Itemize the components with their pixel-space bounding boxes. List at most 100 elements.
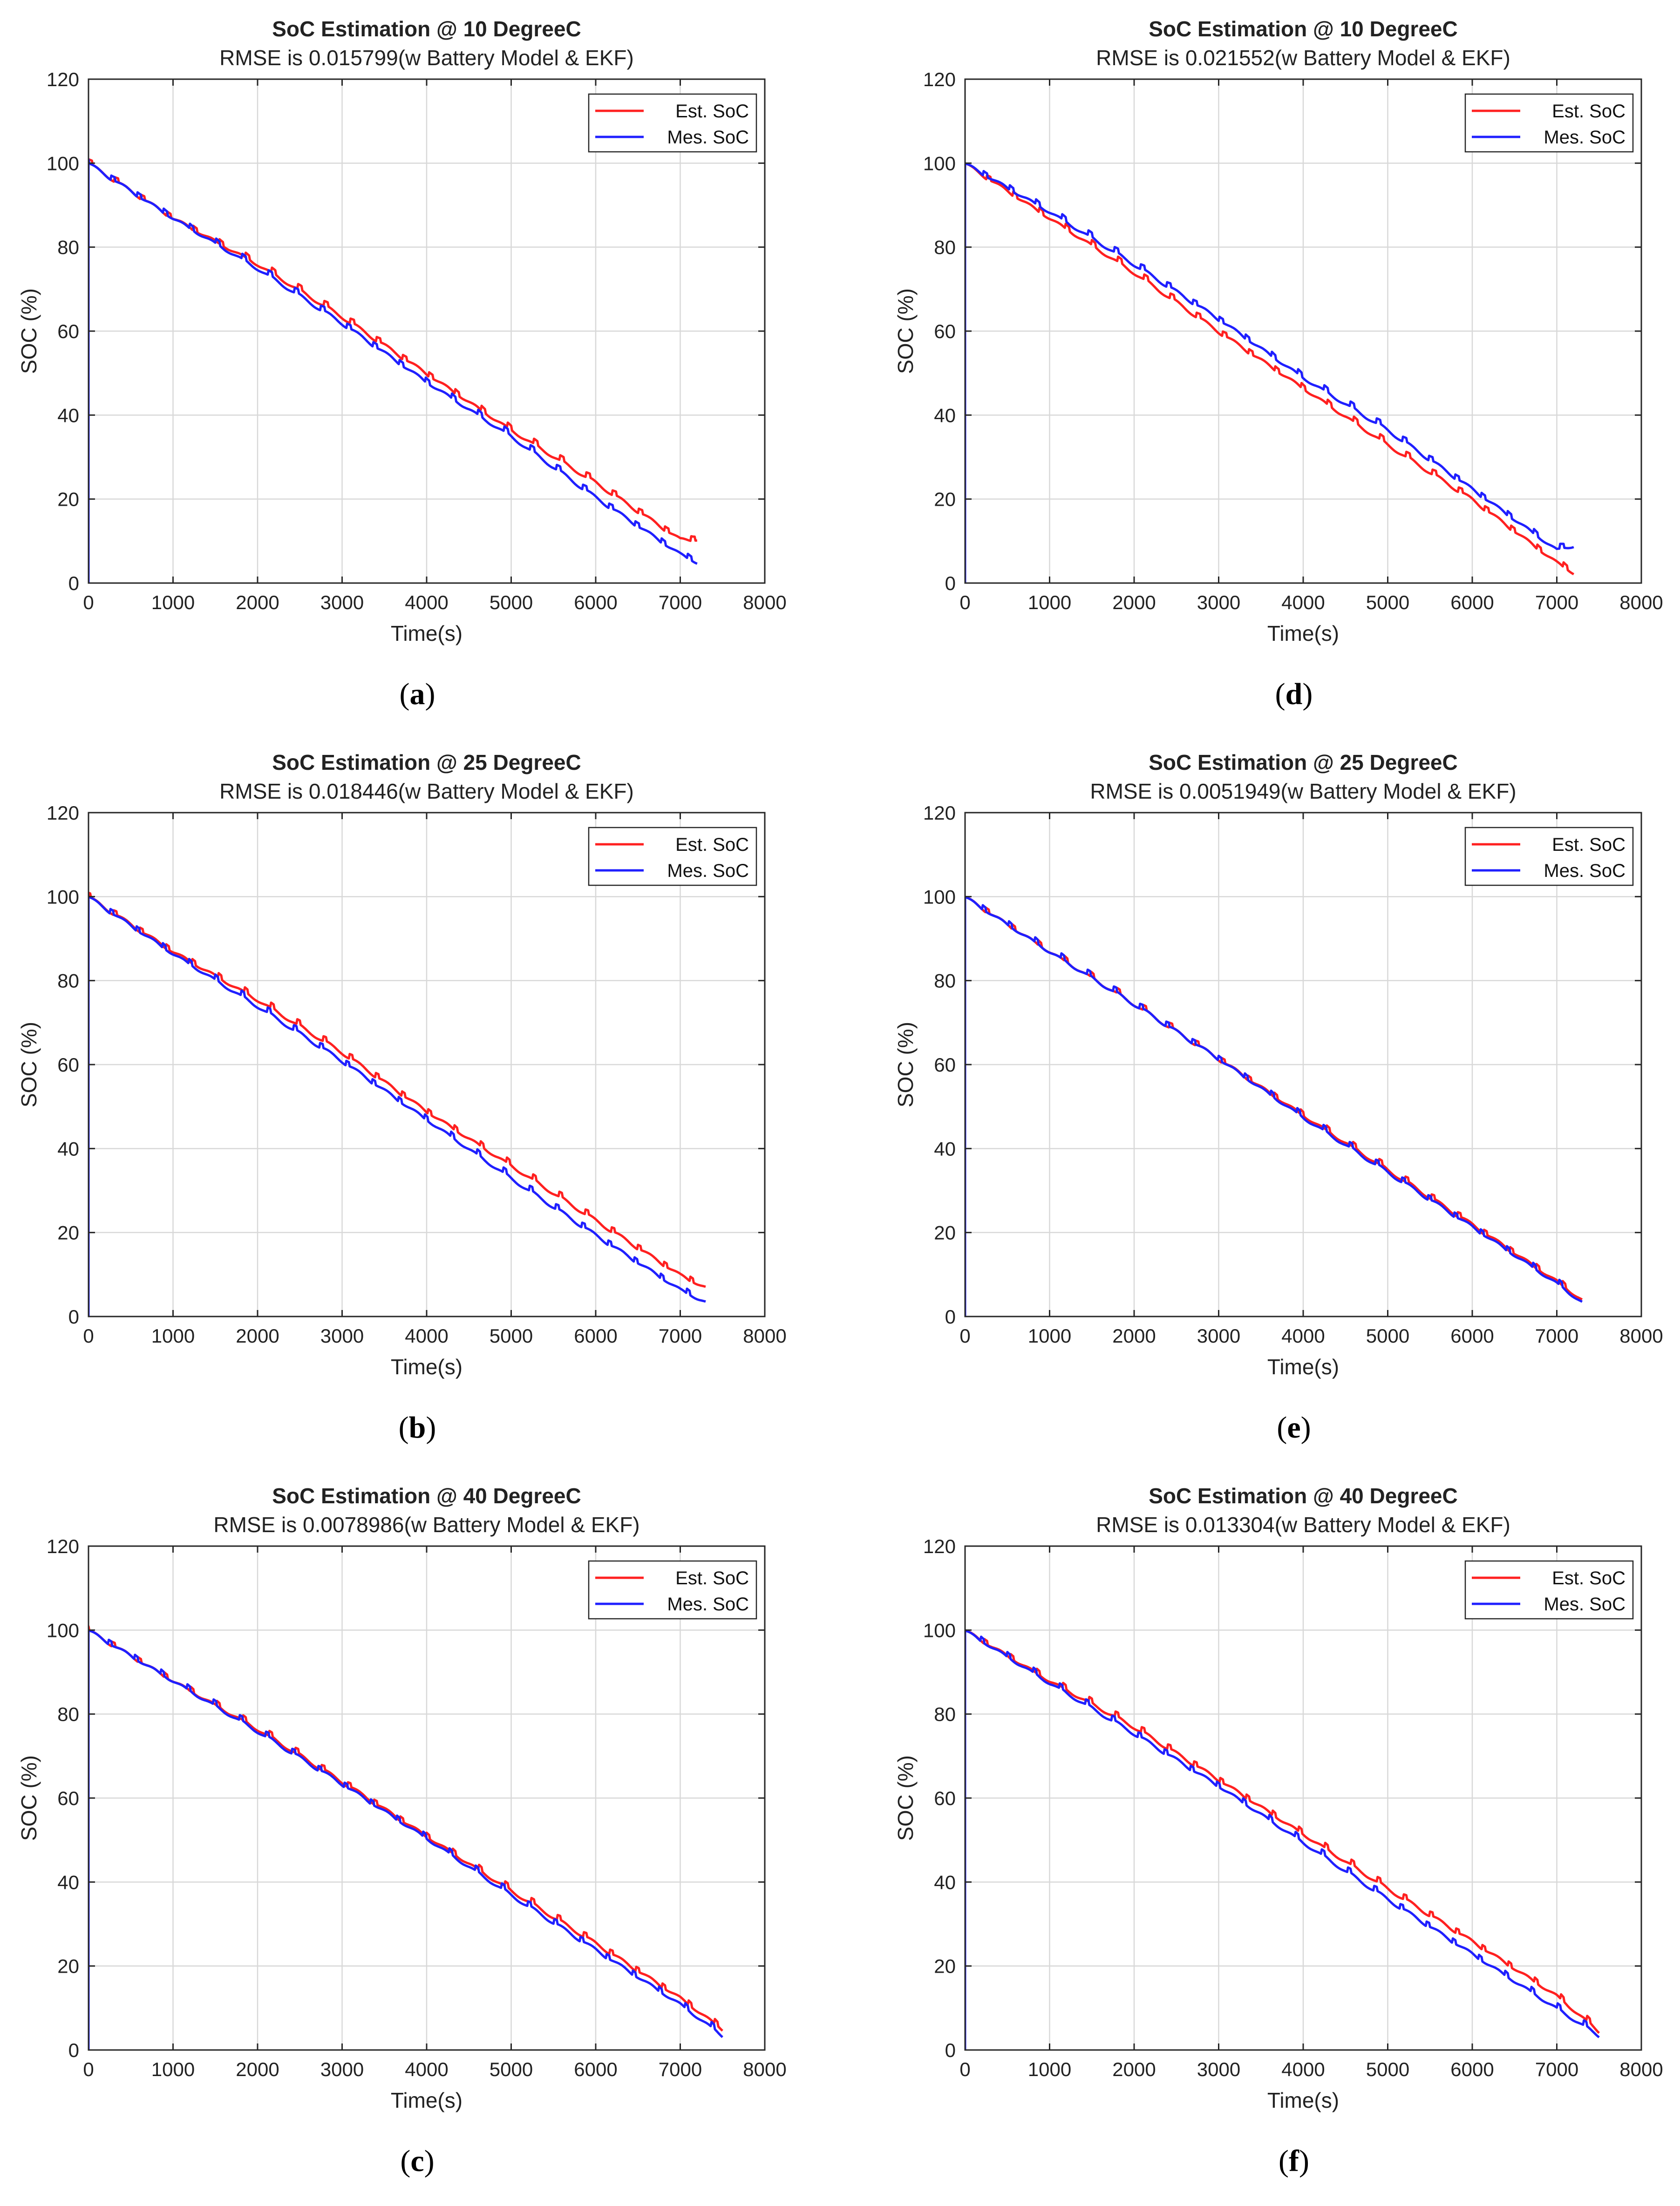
y-tick-label: 60: [57, 320, 79, 342]
series-group: [965, 162, 1575, 583]
x-tick-label: 2000: [236, 2058, 279, 2080]
x-tick-label: 2000: [1112, 1325, 1156, 1347]
x-tick-label: 0: [83, 1325, 94, 1347]
chart-title: SoC Estimation @ 10 DegreeC: [1149, 17, 1457, 41]
y-tick-label: 120: [47, 802, 79, 824]
x-axis-label: Time(s): [391, 2088, 463, 2112]
x-tick-label: 0: [959, 1325, 970, 1347]
legend-label: Est. SoC: [675, 835, 749, 855]
x-tick-label: 5000: [1366, 1325, 1409, 1347]
est-soc-line: [88, 1625, 723, 2050]
panel-caption: (e): [1277, 1411, 1311, 1445]
chart-subtitle: RMSE is 0.013304(w Battery Model & EKF): [1096, 1513, 1510, 1537]
chart-panel-a: SoC Estimation @ 10 DegreeC RMSE is 0.015…: [17, 17, 787, 711]
chart-title: SoC Estimation @ 40 DegreeC: [272, 1484, 581, 1508]
x-tick-label: 0: [83, 591, 94, 613]
legend-label: Mes. SoC: [1544, 127, 1626, 148]
series-group: [88, 1625, 723, 2050]
legend-label: Mes. SoC: [667, 127, 749, 148]
x-tick-label: 6000: [1450, 1325, 1494, 1347]
x-tick-label: 6000: [574, 1325, 617, 1347]
chart-panel-b: SoC Estimation @ 25 DegreeC RMSE is 0.018…: [17, 750, 787, 1445]
x-tick-label: 1000: [151, 1325, 195, 1347]
y-axis-label: SOC (%): [17, 1755, 41, 1841]
x-axis-label: Time(s): [391, 621, 463, 645]
legend-box: [588, 827, 757, 886]
legend-label: Mes. SoC: [1544, 861, 1626, 881]
y-tick-label: 40: [57, 1138, 79, 1160]
panel-caption: (c): [400, 2144, 434, 2178]
chart-panel-f: SoC Estimation @ 40 DegreeC RMSE is 0.013…: [893, 1484, 1663, 2178]
x-tick-label: 2000: [236, 591, 279, 613]
y-tick-label: 0: [945, 572, 956, 594]
legend-label: Est. SoC: [675, 101, 749, 122]
y-tick-label: 80: [57, 970, 79, 992]
y-tick-label: 100: [47, 1619, 79, 1641]
x-tick-label: 4000: [1281, 1325, 1325, 1347]
x-tick-label: 6000: [574, 2058, 617, 2080]
x-tick-label: 8000: [1619, 591, 1663, 613]
x-tick-label: 8000: [743, 2058, 786, 2080]
chart-subtitle: RMSE is 0.0051949(w Battery Model & EKF): [1090, 779, 1516, 803]
x-tick-label: 4000: [405, 1325, 448, 1347]
x-tick-label: 4000: [405, 2058, 448, 2080]
x-tick-label: 2000: [1112, 2058, 1156, 2080]
y-tick-label: 20: [934, 489, 956, 510]
legend-label: Mes. SoC: [1544, 1594, 1626, 1615]
x-tick-label: 7000: [659, 1325, 702, 1347]
y-tick-label: 80: [57, 1704, 79, 1725]
legend: Est. SoC Mes. SoC: [1464, 93, 1634, 153]
y-tick-label: 60: [57, 1054, 79, 1076]
x-tick-label: 3000: [1197, 591, 1240, 613]
chart-panel-d: SoC Estimation @ 10 DegreeC RMSE is 0.021…: [893, 17, 1663, 711]
y-tick-label: 80: [934, 970, 956, 992]
legend-box: [1464, 93, 1634, 153]
y-tick-label: 60: [934, 320, 956, 342]
chart-title: SoC Estimation @ 40 DegreeC: [1149, 1484, 1457, 1508]
x-axis-label: Time(s): [1267, 621, 1339, 645]
x-tick-label: 0: [959, 2058, 970, 2080]
x-tick-label: 6000: [1450, 591, 1494, 613]
y-tick-label: 80: [57, 237, 79, 258]
chart-panel-c: SoC Estimation @ 40 DegreeC RMSE is 0.007…: [17, 1484, 787, 2178]
legend-label: Est. SoC: [1552, 101, 1626, 122]
chart-subtitle: RMSE is 0.021552(w Battery Model & EKF): [1096, 46, 1510, 70]
y-tick-label: 0: [68, 2039, 79, 2061]
y-tick-label: 60: [934, 1787, 956, 1809]
x-tick-label: 7000: [1535, 591, 1578, 613]
legend-box: [1464, 827, 1634, 886]
est-soc-line: [965, 1629, 1600, 2050]
x-tick-label: 7000: [659, 591, 702, 613]
legend: Est. SoC Mes. SoC: [588, 93, 757, 153]
mes-soc-line: [965, 1629, 1600, 2050]
x-tick-label: 3000: [320, 591, 364, 613]
series-group: [88, 158, 698, 583]
x-tick-label: 2000: [1112, 591, 1156, 613]
y-axis-label: SOC (%): [893, 1755, 918, 1841]
legend-label: Est. SoC: [675, 1568, 749, 1588]
x-tick-label: 5000: [490, 591, 533, 613]
x-tick-label: 7000: [1535, 1325, 1578, 1347]
y-tick-label: 40: [57, 404, 79, 426]
y-tick-label: 0: [945, 1306, 956, 1328]
y-tick-label: 80: [934, 237, 956, 258]
x-tick-label: 8000: [1619, 2058, 1663, 2080]
est-soc-line: [965, 162, 1575, 583]
x-tick-label: 6000: [1450, 2058, 1494, 2080]
mes-soc-line: [965, 895, 1583, 1317]
x-tick-label: 3000: [1197, 2058, 1240, 2080]
x-tick-label: 3000: [320, 1325, 364, 1347]
mes-soc-line: [88, 158, 698, 583]
legend: Est. SoC Mes. SoC: [588, 827, 757, 886]
chart-title: SoC Estimation @ 25 DegreeC: [1149, 750, 1457, 774]
y-tick-label: 60: [934, 1054, 956, 1076]
x-tick-label: 3000: [320, 2058, 364, 2080]
chart-subtitle: RMSE is 0.0078986(w Battery Model & EKF): [213, 1513, 639, 1537]
y-tick-label: 120: [923, 802, 956, 824]
x-tick-label: 1000: [1028, 1325, 1071, 1347]
legend-label: Est. SoC: [1552, 1568, 1626, 1588]
y-tick-label: 20: [57, 1955, 79, 1977]
y-tick-label: 120: [47, 68, 79, 90]
x-tick-label: 0: [959, 591, 970, 613]
chart-subtitle: RMSE is 0.018446(w Battery Model & EKF): [219, 779, 634, 803]
